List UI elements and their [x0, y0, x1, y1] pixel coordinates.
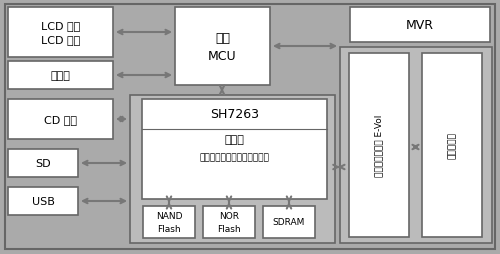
Bar [203, 206, 255, 238]
Text: SD: SD [35, 158, 51, 168]
Bar [8, 187, 78, 215]
Bar [350, 8, 490, 43]
Bar [340, 48, 492, 243]
Text: CD 面板: CD 面板 [44, 115, 77, 124]
Bar [349, 54, 409, 237]
Bar [142, 100, 327, 199]
Text: USB: USB [32, 196, 54, 206]
Bar [143, 206, 195, 238]
Bar [8, 149, 78, 177]
Text: LCD 面板
LCD 面板: LCD 面板 LCD 面板 [41, 21, 80, 45]
Text: MVR: MVR [406, 19, 434, 32]
Bar [175, 8, 270, 86]
Text: 键矩阵: 键矩阵 [50, 71, 70, 81]
Bar [422, 54, 482, 237]
Text: 系统
MCU: 系统 MCU [208, 31, 237, 62]
Bar [8, 100, 113, 139]
Bar [8, 8, 113, 58]
Bar [263, 206, 315, 238]
Text: NOR
Flash: NOR Flash [217, 211, 241, 233]
Bar [8, 62, 113, 90]
Text: SDRAM: SDRAM [273, 218, 305, 227]
Text: 编码器，解码器，文件系统等: 编码器，解码器，文件系统等 [200, 153, 270, 162]
Text: 功率放大器: 功率放大器 [448, 132, 456, 159]
Text: 无损音量调整器 E-Vol: 无损音量调整器 E-Vol [374, 114, 384, 177]
Text: SH7263: SH7263 [210, 108, 259, 121]
Text: 中间件: 中间件 [224, 134, 244, 145]
Text: NAND
Flash: NAND Flash [156, 211, 182, 233]
Bar [130, 96, 335, 243]
